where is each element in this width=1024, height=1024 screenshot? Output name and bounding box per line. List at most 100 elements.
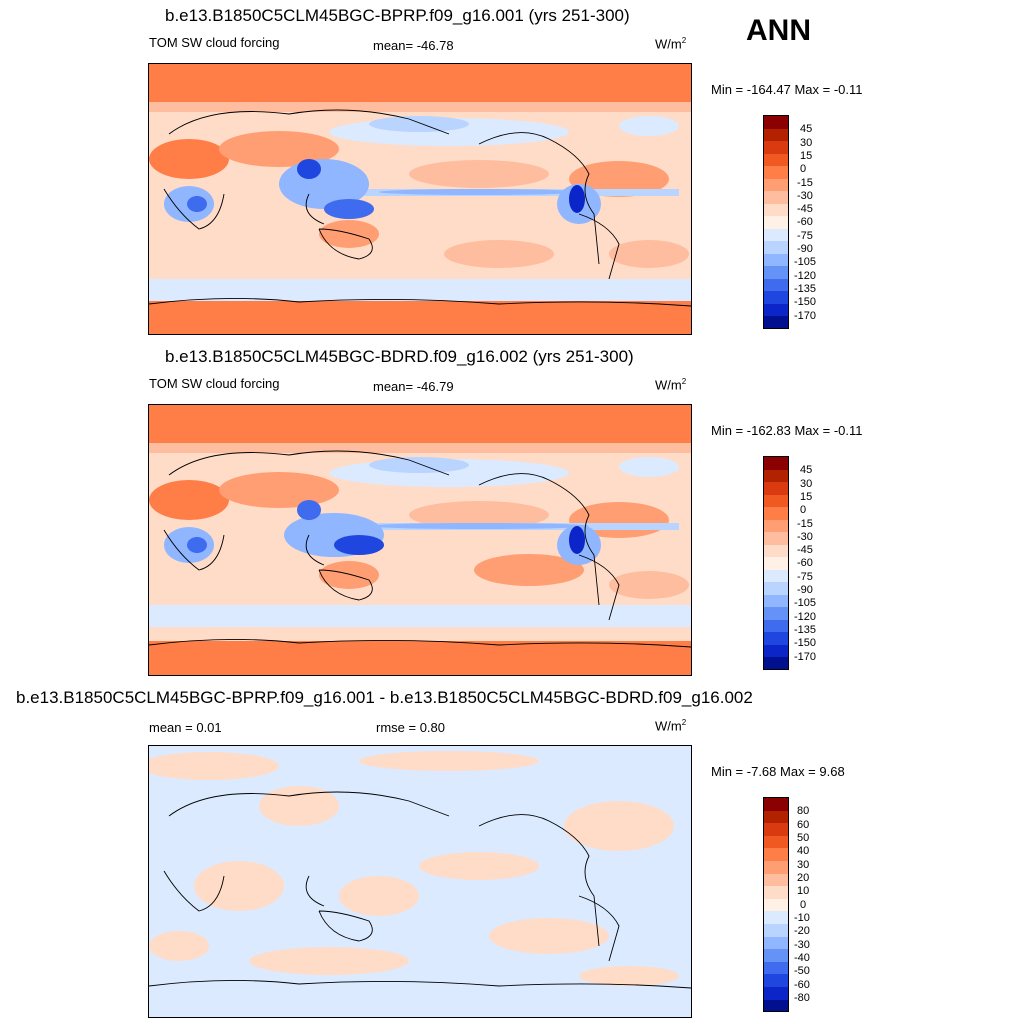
colorbar-tick-label: -150	[794, 637, 817, 649]
panel1-map-field	[149, 64, 691, 334]
colorbar-tick-label: -30	[797, 531, 813, 543]
colorbar-tick-label: -15	[797, 177, 813, 189]
panel1-colorbar-swatch	[764, 291, 788, 304]
colorbar-tick-label: -105	[794, 256, 817, 268]
colorbar-tick-label: -105	[794, 597, 817, 609]
panel3-units: W/m2	[655, 718, 687, 734]
panel1-colorbar-swatch	[764, 116, 788, 129]
panel3-colorbar-swatch	[764, 886, 788, 899]
panel1-colorbar-swatch	[764, 153, 788, 166]
colorbar-tick-label: -30	[794, 939, 810, 951]
panel1-colorbar-swatch	[764, 316, 788, 328]
panel3-colorbar-swatch	[764, 898, 788, 912]
panel2-colorbar-swatch	[764, 469, 788, 482]
colorbar-tick-label: -20	[794, 925, 810, 937]
colorbar-tick-label: -30	[797, 190, 813, 202]
panel3-minmax: Min = -7.68 Max = 9.68	[711, 764, 845, 779]
colorbar-tick-label: -45	[797, 544, 813, 556]
colorbar-tick-label: 30	[800, 478, 813, 490]
colorbar-tick-label: -60	[797, 557, 813, 569]
panel2-colorbar-swatch	[764, 594, 788, 607]
panel1-mean: mean= -46.78	[373, 38, 454, 53]
panel2-colorbar-swatch	[764, 644, 788, 657]
colorbar-tick-label: -90	[797, 243, 813, 255]
panel2-variable: TOM SW cloud forcing	[149, 376, 280, 391]
colorbar-tick-label: -80	[794, 992, 810, 1004]
colorbar-tick-label: -170	[794, 310, 817, 322]
colorbar-tick-label: -135	[794, 283, 817, 295]
panel3-map-field	[149, 746, 691, 1017]
panel3-colorbar-swatch	[764, 798, 788, 811]
panel1-colorbar-swatch	[764, 278, 788, 291]
panel1-colorbar-swatch	[764, 216, 788, 229]
panel3-mean: mean = 0.01	[149, 720, 222, 735]
panel1-colorbar	[763, 115, 789, 329]
colorbar-tick-label: -60	[797, 216, 813, 228]
panel2-map-field	[149, 405, 691, 675]
season-label: ANN	[746, 14, 811, 47]
panel3-colorbar-swatch	[764, 860, 788, 874]
colorbar-tick-label: -90	[797, 584, 813, 596]
panel2-colorbar-swatch	[764, 532, 788, 545]
panel2-minmax: Min = -162.83 Max = -0.11	[711, 423, 863, 438]
panel2-colorbar-swatch	[764, 519, 788, 532]
panel3-colorbar-swatch	[764, 949, 788, 962]
colorbar-tick-label: 45	[800, 123, 813, 135]
panel3-colorbar-swatch	[764, 923, 788, 937]
panel2-colorbar-swatch	[764, 607, 788, 620]
panel1-colorbar-swatch	[764, 178, 788, 191]
panel3-title: b.e13.B1850C5CLM45BGC-BPRP.f09_g16.001 -…	[16, 688, 753, 707]
colorbar-tick-label: -170	[794, 651, 817, 663]
colorbar-tick-label: 80	[797, 805, 810, 817]
panel2-colorbar-swatch	[764, 457, 788, 470]
panel1-units: W/m2	[655, 36, 687, 52]
panel3-colorbar-swatch	[764, 911, 788, 924]
panel2-colorbar-swatch	[764, 657, 788, 669]
panel1-colorbar-swatch	[764, 228, 788, 241]
colorbar-tick-label: 40	[797, 845, 810, 857]
panel2-colorbar-swatch	[764, 619, 788, 632]
colorbar-tick-label: -135	[794, 624, 817, 636]
panel3-colorbar-swatch	[764, 823, 788, 836]
panel1-minmax: Min = -164.47 Max = -0.11	[711, 82, 863, 97]
panel1-colorbar-swatch	[764, 191, 788, 204]
colorbar-tick-label: -40	[794, 952, 810, 964]
panel1-colorbar-swatch	[764, 166, 788, 179]
colorbar-tick-label: -10	[794, 912, 810, 924]
colorbar-tick-label: 0	[800, 899, 807, 911]
panel3-colorbar-swatch	[764, 873, 788, 887]
panel3-colorbar-swatch	[764, 961, 788, 975]
panel1-variable: TOM SW cloud forcing	[149, 35, 280, 50]
panel3-colorbar-swatch	[764, 810, 788, 824]
panel1-colorbar-swatch	[764, 266, 788, 279]
panel2-colorbar-swatch	[764, 632, 788, 645]
panel2-colorbar-swatch	[764, 544, 788, 557]
colorbar-tick-label: 50	[797, 832, 810, 844]
panel1-colorbar-swatch	[764, 253, 788, 266]
colorbar-tick-label: 15	[800, 150, 813, 162]
colorbar-tick-label: 0	[800, 163, 807, 175]
panel2-colorbar-swatch	[764, 494, 788, 507]
colorbar-tick-label: -120	[794, 611, 817, 623]
colorbar-tick-label: -50	[794, 965, 810, 977]
panel2-mean: mean= -46.79	[373, 379, 454, 394]
colorbar-tick-label: 45	[800, 464, 813, 476]
colorbar-tick-label: 15	[800, 491, 813, 503]
panel1-map	[148, 63, 692, 335]
panel2-colorbar-swatch	[764, 482, 788, 495]
panel3-map	[148, 745, 692, 1018]
panel3-colorbar	[763, 797, 789, 1012]
colorbar-tick-label: -60	[794, 979, 810, 991]
panel3-colorbar-swatch	[764, 936, 788, 950]
panel1-colorbar-swatch	[764, 241, 788, 254]
panel3-colorbar-swatch	[764, 835, 788, 849]
panel1-colorbar-swatch	[764, 141, 788, 154]
panel2-title: b.e13.B1850C5CLM45BGC-BDRD.f09_g16.002 (…	[165, 347, 634, 366]
panel1-colorbar-swatch	[764, 128, 788, 141]
colorbar-tick-label: 20	[797, 872, 810, 884]
panel2-colorbar-swatch	[764, 582, 788, 595]
panel3-rmse: rmse = 0.80	[376, 720, 446, 735]
colorbar-tick-label: 30	[797, 859, 810, 871]
panel3-colorbar-swatch	[764, 986, 788, 1000]
colorbar-tick-label: -45	[797, 203, 813, 215]
